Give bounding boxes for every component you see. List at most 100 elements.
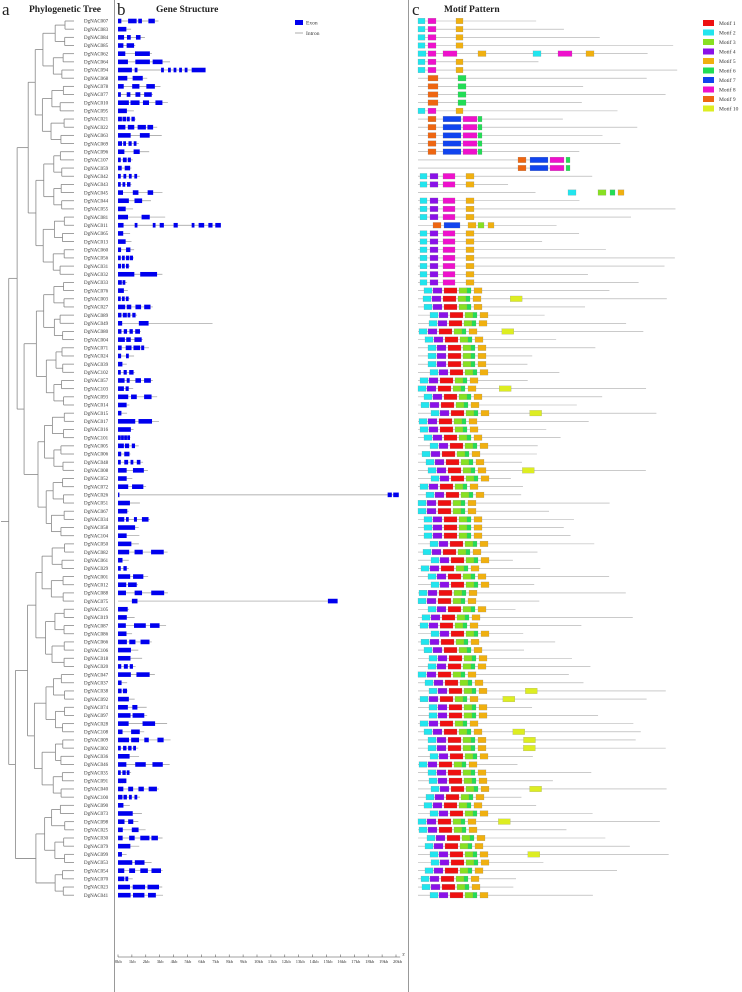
- exon: [135, 304, 142, 310]
- exon: [125, 517, 129, 522]
- motif-block: [419, 271, 428, 278]
- exon: [133, 517, 137, 522]
- motif-block: [465, 271, 475, 278]
- motif-block: [459, 336, 469, 343]
- motif-block: [439, 426, 454, 433]
- gene-label: DgNAC026: [84, 494, 109, 499]
- motif-block: [477, 132, 483, 139]
- motif-block: [430, 451, 441, 457]
- exon: [118, 737, 129, 743]
- exon: [118, 100, 129, 105]
- motif-block: [449, 753, 464, 760]
- motif-block: [432, 802, 443, 809]
- motif-block: [443, 728, 458, 735]
- motif-block: [449, 540, 464, 547]
- motif-block: [478, 777, 488, 784]
- motif-legend-swatch: [703, 105, 714, 112]
- motif-block: [436, 745, 447, 752]
- exon: [121, 263, 125, 269]
- exon: [118, 361, 123, 367]
- exon: [146, 84, 155, 89]
- motif-block: [419, 230, 428, 237]
- axis-tick-label: 8kb: [226, 959, 234, 964]
- motif-block: [467, 508, 477, 515]
- exon: [173, 67, 177, 73]
- phylogenetic-tree-title: Phylogenetic Tree: [29, 5, 102, 15]
- motif-block: [462, 140, 478, 147]
- motif-block: [438, 753, 449, 760]
- axis-tick-label: 0kb: [115, 959, 123, 964]
- motif-block: [417, 818, 427, 825]
- motif-block: [474, 867, 484, 874]
- motif-block: [427, 83, 439, 90]
- motif-block: [468, 418, 478, 425]
- motif-block: [473, 410, 479, 417]
- motif-block: [460, 671, 466, 678]
- motif-block: [419, 173, 428, 180]
- exon: [118, 762, 127, 767]
- motif-block: [473, 516, 483, 523]
- motif-block: [467, 598, 477, 604]
- motif-block: [428, 655, 438, 662]
- motif-block: [438, 312, 449, 319]
- motif-block: [455, 42, 464, 49]
- exon: [124, 443, 130, 449]
- exon: [118, 157, 121, 163]
- motif-block: [440, 565, 455, 572]
- motif-block: [426, 671, 437, 678]
- motif-block: [418, 589, 428, 596]
- exon: [122, 778, 125, 784]
- panel-b-letter: b: [117, 0, 126, 19]
- exon: [133, 892, 145, 898]
- motif-block: [463, 688, 473, 694]
- exon: [184, 67, 188, 73]
- motif-block: [470, 361, 476, 368]
- exon: [138, 320, 149, 326]
- gene-label: DgNAC101: [84, 436, 109, 441]
- axis-tick-label: 14kb: [310, 959, 320, 964]
- motif-block: [423, 728, 433, 735]
- motif-block: [428, 320, 438, 327]
- motif-block: [472, 540, 478, 547]
- motif-block: [450, 475, 465, 482]
- exon: [118, 370, 121, 375]
- motif-block: [480, 581, 490, 588]
- motif-block: [478, 688, 488, 694]
- motif-block: [423, 532, 433, 539]
- motif-block: [417, 508, 427, 515]
- axis-tick-label: 9kb: [240, 959, 248, 964]
- motif-block: [422, 295, 432, 302]
- motif-block: [470, 606, 476, 613]
- motif-block: [422, 549, 432, 555]
- motif-block: [473, 475, 479, 482]
- gene-label: DgNAC040: [84, 788, 109, 793]
- motif-block: [465, 197, 475, 204]
- gene-label: DgNAC076: [84, 289, 109, 294]
- exon: [118, 574, 131, 579]
- exon: [118, 827, 123, 833]
- motif-block: [480, 859, 490, 866]
- gene-label: DgNAC069: [84, 142, 109, 147]
- exon: [129, 868, 136, 873]
- motif-block: [420, 402, 430, 408]
- exon: [128, 582, 137, 588]
- motif-block: [473, 557, 479, 564]
- gene-label: DgNAC024: [84, 355, 109, 360]
- motif-block: [430, 614, 441, 621]
- motif-block: [427, 75, 439, 82]
- motif-block: [480, 475, 490, 482]
- motif-block: [437, 385, 452, 392]
- motif-block: [447, 745, 462, 752]
- exon: [133, 574, 144, 579]
- exon: [191, 67, 206, 73]
- motif-legend-swatch: [703, 39, 714, 45]
- motif-block: [419, 720, 429, 727]
- exon: [118, 149, 125, 155]
- motif-block: [471, 704, 477, 711]
- exon: [118, 860, 133, 865]
- motif-block: [476, 835, 486, 841]
- motif-block: [439, 475, 450, 482]
- exon: [148, 892, 156, 898]
- motif-block: [426, 508, 437, 515]
